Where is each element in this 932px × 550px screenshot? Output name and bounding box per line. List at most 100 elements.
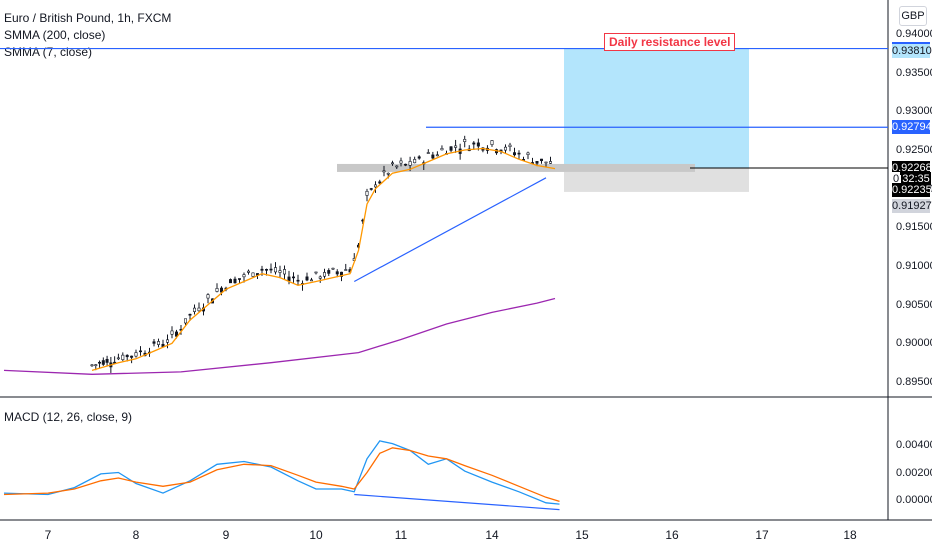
candle-body	[335, 271, 339, 275]
candle-body	[166, 339, 170, 343]
price-tick-label: 0.93500	[896, 66, 932, 79]
candle-body	[344, 269, 348, 271]
indicator-smma-200[interactable]: SMMA (200, close)	[4, 28, 106, 42]
candle-body	[184, 318, 188, 324]
price-tag: 0.92794	[892, 120, 932, 135]
candle-body	[291, 276, 295, 279]
candle-body	[539, 158, 543, 162]
candle-body	[233, 278, 237, 284]
chart-title: Euro / British Pound, 1h, FXCM	[4, 11, 172, 25]
price-tick-label: 0.91500	[896, 221, 932, 234]
candle-body	[548, 161, 552, 164]
candle-body	[395, 165, 399, 168]
price-tick-label: 0.91000	[896, 260, 932, 272]
candle-body	[296, 279, 300, 282]
price-tick-label: 0.90500	[896, 298, 932, 311]
candle-body	[417, 156, 421, 159]
candle-body	[206, 294, 210, 299]
candle-body	[121, 354, 125, 360]
candle-body	[247, 270, 251, 273]
candle-body	[282, 269, 286, 275]
candle-body	[193, 307, 197, 312]
candle-body	[116, 357, 120, 360]
candle-body	[408, 161, 412, 166]
price-tick-label: 0.94000	[896, 28, 932, 40]
candle-body	[431, 154, 435, 159]
resistance-box[interactable]	[564, 48, 749, 168]
time-tick-label: 10	[309, 528, 323, 542]
candle-body	[476, 142, 480, 147]
candle-body	[378, 181, 382, 184]
candle-body	[98, 361, 102, 364]
candle-body	[197, 307, 201, 312]
candle-body	[472, 142, 476, 145]
price-tag: 0.92235	[892, 182, 932, 197]
daily-resistance-annotation[interactable]: Daily resistance level	[604, 33, 736, 51]
candle-body	[125, 354, 129, 358]
macd-series-macd	[3, 440, 560, 505]
macd-tick-label: 0.00400	[896, 439, 932, 451]
macd-series-signal	[3, 447, 560, 503]
candle-body	[238, 278, 242, 280]
candle-body	[90, 364, 94, 367]
macd-tick-label: 0.00200	[896, 466, 932, 479]
macd-divergence-line[interactable]	[354, 493, 560, 511]
candle-body	[101, 360, 105, 365]
ascending-trendline[interactable]	[353, 177, 547, 282]
price-tag: 0.91927	[892, 198, 932, 213]
series-smma-200	[3, 297, 556, 375]
candle-body	[188, 313, 192, 316]
candle-body	[215, 288, 219, 292]
candle-body	[426, 152, 430, 154]
candle-body	[463, 139, 467, 142]
time-tick-label: 15	[575, 528, 589, 542]
candle-body	[322, 272, 326, 277]
time-tick-label: 9	[222, 528, 230, 542]
candle-body	[369, 188, 373, 190]
series-smma-7	[91, 147, 556, 372]
candle-body	[269, 268, 273, 271]
candle-body	[404, 163, 408, 166]
candle-body	[490, 140, 494, 145]
candle-body	[264, 269, 268, 271]
candle-body	[435, 154, 439, 157]
candle-body	[287, 276, 291, 282]
candle-body	[220, 287, 224, 293]
candle-body	[134, 352, 138, 357]
price-tag: 0.92268	[892, 160, 932, 175]
candle-body	[399, 160, 403, 164]
price-tick-label: 0.92500	[896, 144, 932, 156]
candle-body	[251, 272, 255, 277]
price-tick-label: 0.89500	[896, 376, 932, 388]
candle-body	[512, 152, 516, 156]
macd-indicator-label[interactable]: MACD (12, 26, close, 9)	[4, 410, 133, 424]
time-tick-label: 8	[132, 528, 140, 542]
horizontal-lines	[0, 47, 888, 169]
time-tick-label: 7	[44, 528, 52, 542]
candle-body	[309, 279, 313, 282]
candle-body	[544, 161, 548, 164]
candle-body	[94, 364, 98, 366]
macd-lines	[3, 440, 560, 505]
candle-body	[327, 270, 331, 274]
price-tick-label: 0.93000	[896, 105, 932, 118]
time-tick-label: 18	[843, 528, 857, 542]
candle-body	[314, 271, 318, 274]
candle-body	[413, 159, 417, 164]
candle-body	[305, 276, 309, 281]
macd-tick-label: 0.00000	[896, 494, 932, 506]
candle-body	[331, 267, 335, 270]
candle-body	[273, 267, 277, 273]
candle-body	[278, 270, 282, 273]
moving-averages	[3, 147, 556, 375]
price-tag: 0.93810	[892, 44, 932, 58]
candle-body	[382, 170, 386, 173]
candle-body	[170, 330, 174, 335]
time-tick-label: 14	[485, 528, 499, 542]
time-tick-label: 16	[665, 528, 679, 542]
candle-body	[454, 145, 458, 148]
candle-body	[503, 146, 507, 151]
currency-badge[interactable]: GBP	[899, 6, 927, 26]
